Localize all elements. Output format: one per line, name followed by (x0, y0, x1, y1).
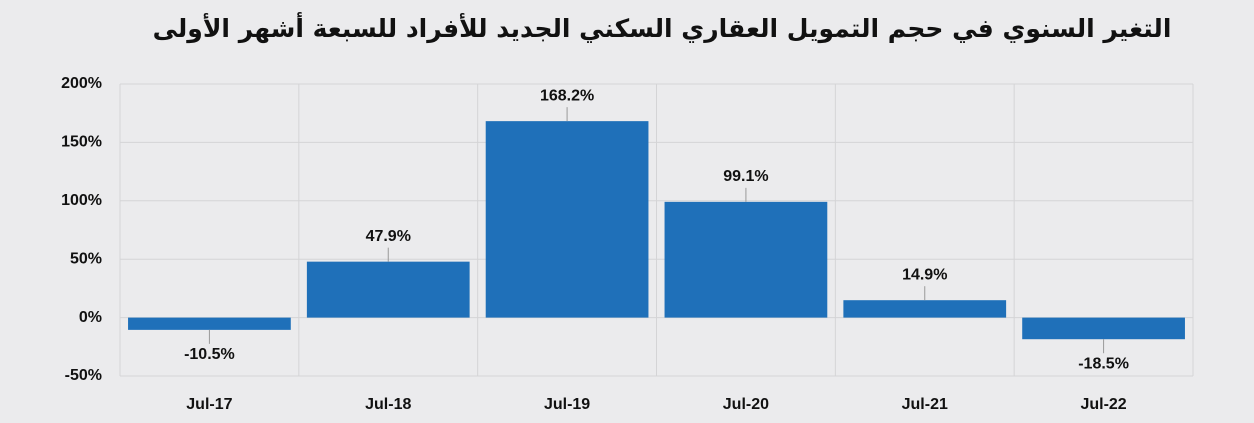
data-label: 99.1% (723, 168, 768, 185)
data-label: 14.9% (902, 266, 947, 283)
x-tick-label: Jul-18 (365, 396, 411, 413)
bar (1022, 317, 1185, 340)
y-tick-label: 150% (61, 134, 102, 151)
y-tick-label: -50% (65, 367, 102, 384)
data-label: 168.2% (540, 87, 594, 104)
y-tick-label: 50% (70, 250, 102, 267)
data-label: -18.5% (1078, 355, 1129, 372)
bar (664, 201, 828, 318)
x-tick-label: Jul-19 (544, 396, 590, 413)
data-label: 47.9% (366, 228, 411, 245)
y-tick-label: 0% (79, 309, 102, 326)
data-label: -10.5% (184, 346, 235, 363)
x-tick-label: Jul-17 (186, 396, 232, 413)
x-tick-label: Jul-22 (1080, 396, 1126, 413)
bar (306, 261, 470, 318)
x-tick-label: Jul-20 (723, 396, 769, 413)
y-tick-label: 100% (61, 192, 102, 209)
bar (485, 121, 649, 318)
bar (128, 317, 291, 330)
bar (843, 300, 1007, 318)
chart-title: التغير السنوي في حجم التمويل العقاري الس… (153, 12, 1172, 44)
y-tick-label: 200% (61, 75, 102, 92)
x-tick-label: Jul-21 (902, 396, 948, 413)
